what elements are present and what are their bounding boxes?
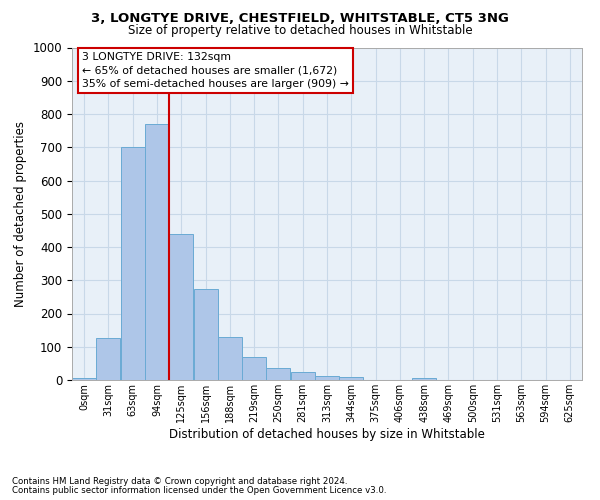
Bar xyxy=(72,378,96,380)
Text: Contains HM Land Registry data © Crown copyright and database right 2024.: Contains HM Land Registry data © Crown c… xyxy=(12,477,347,486)
Text: 3 LONGTYE DRIVE: 132sqm
← 65% of detached houses are smaller (1,672)
35% of semi: 3 LONGTYE DRIVE: 132sqm ← 65% of detache… xyxy=(82,52,349,89)
Bar xyxy=(340,376,363,380)
Bar xyxy=(242,358,266,380)
Bar xyxy=(145,124,169,380)
Bar xyxy=(315,376,339,380)
Bar xyxy=(97,338,121,380)
X-axis label: Distribution of detached houses by size in Whitstable: Distribution of detached houses by size … xyxy=(169,428,485,440)
Bar xyxy=(291,372,314,380)
Bar xyxy=(194,288,218,380)
Y-axis label: Number of detached properties: Number of detached properties xyxy=(14,120,27,306)
Bar xyxy=(412,378,436,380)
Bar xyxy=(218,337,242,380)
Text: Size of property relative to detached houses in Whitstable: Size of property relative to detached ho… xyxy=(128,24,472,37)
Text: 3, LONGTYE DRIVE, CHESTFIELD, WHITSTABLE, CT5 3NG: 3, LONGTYE DRIVE, CHESTFIELD, WHITSTABLE… xyxy=(91,12,509,26)
Text: Contains public sector information licensed under the Open Government Licence v3: Contains public sector information licen… xyxy=(12,486,386,495)
Bar xyxy=(121,147,145,380)
Bar xyxy=(266,368,290,380)
Bar xyxy=(169,234,193,380)
